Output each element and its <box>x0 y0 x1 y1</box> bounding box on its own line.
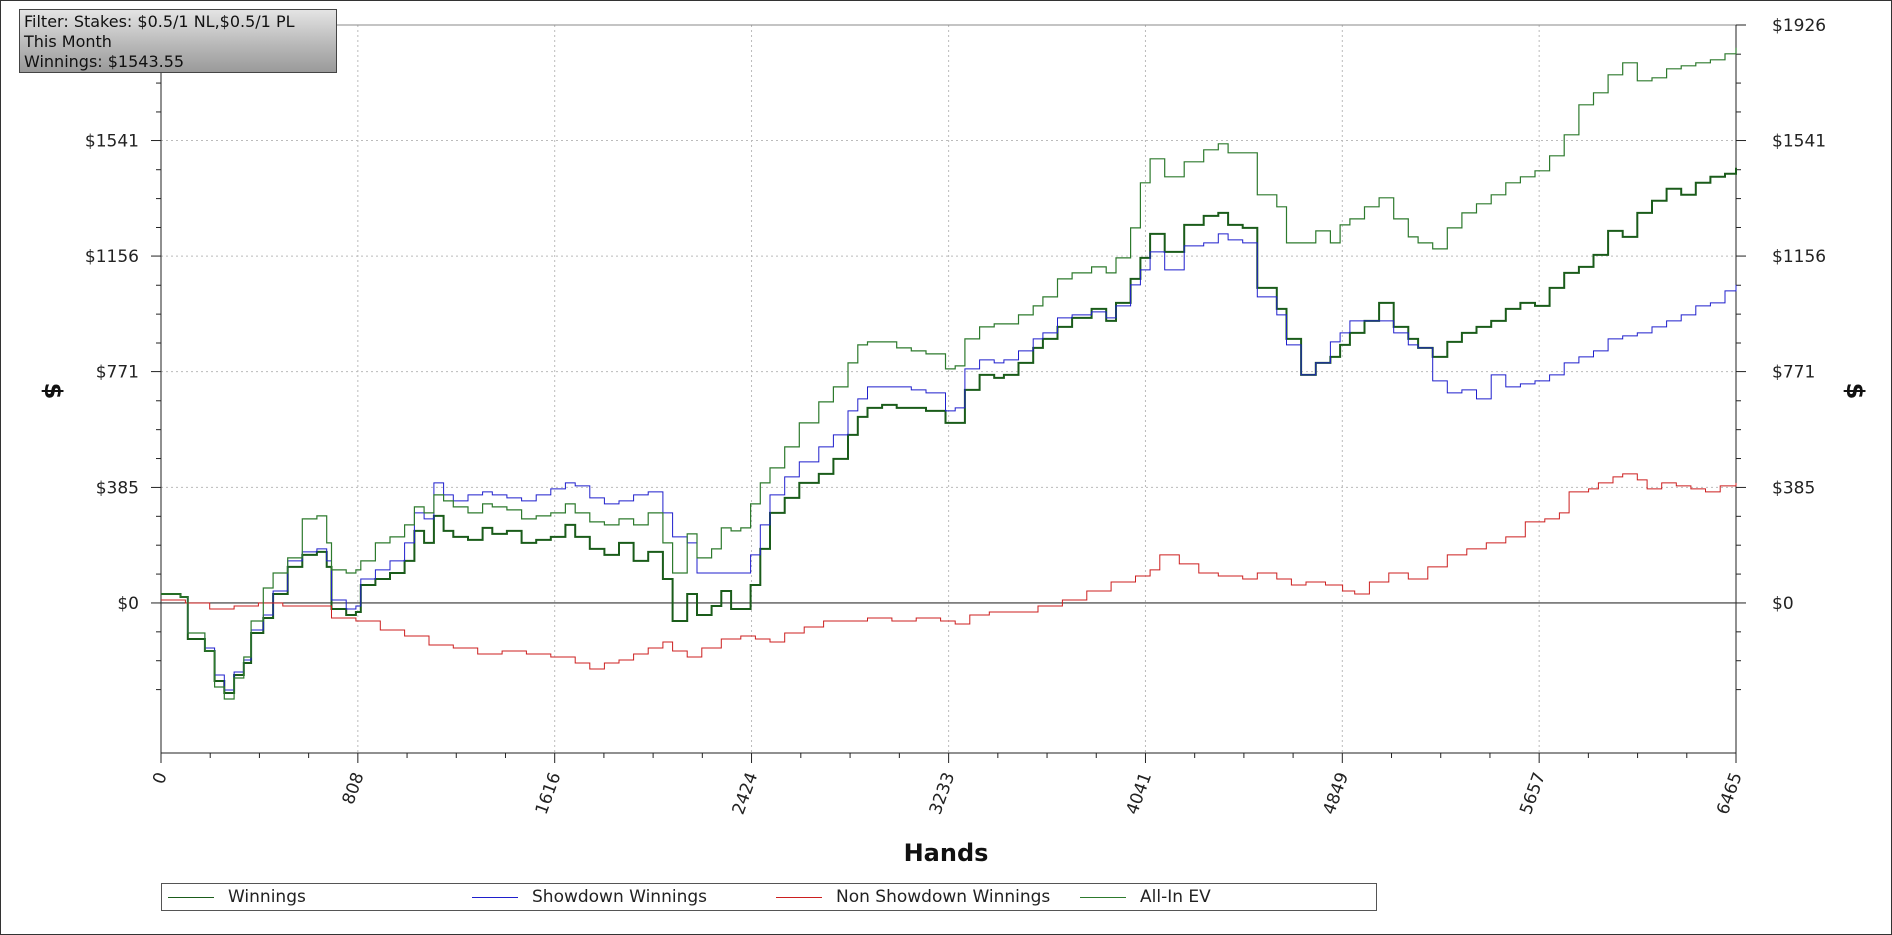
legend-swatch-winnings <box>168 896 214 898</box>
x-tick-label: 4849 <box>1319 770 1353 817</box>
x-tick-label: 3233 <box>926 770 960 817</box>
legend-swatch-showdown-winnings <box>472 896 518 898</box>
legend-label-winnings: Winnings <box>228 887 306 907</box>
x-axis-title: Hands <box>904 839 989 867</box>
series-lines <box>161 47 1737 700</box>
x-tick-label: 2424 <box>729 770 763 817</box>
x-tick-label: 5657 <box>1516 770 1550 817</box>
series-showdown-winnings-line <box>161 233 1737 691</box>
y-left-tick-label: $385 <box>96 478 139 498</box>
filter-period: This Month <box>24 32 112 51</box>
legend-swatch-all-in-ev <box>1080 896 1126 898</box>
grid <box>161 24 1736 753</box>
x-tick-label: 6465 <box>1713 770 1747 817</box>
tick-labels: 0 808 1616 2424 3233 4041 4849 5657 6465 $0 $0 $385… <box>85 16 1826 817</box>
legend-label-non-showdown-winnings: Non Showdown Winnings <box>836 887 1051 907</box>
x-tick-label: 0 <box>149 770 171 787</box>
filter-stakes: Filter: Stakes: $0.5/1 NL,$0.5/1 PL <box>24 12 295 31</box>
y-right-tick-label: $1541 <box>1772 132 1826 152</box>
y-left-tick-label: $1541 <box>85 132 139 152</box>
legend-item-all-in-ev: All-In EV <box>1080 884 1211 910</box>
legend-item-winnings: Winnings <box>168 884 306 910</box>
y-left-tick-label: $771 <box>96 363 139 383</box>
y-axis-title-right: $ <box>1841 383 1869 400</box>
filter-info-box: Filter: Stakes: $0.5/1 NL,$0.5/1 PL This… <box>19 9 337 73</box>
series-all-in-ev-line <box>161 47 1737 700</box>
filter-winnings: Winnings: $1543.55 <box>24 52 185 71</box>
legend-item-non-showdown-winnings: Non Showdown Winnings <box>776 884 1050 910</box>
y-left-tick-label: $0 <box>117 594 139 614</box>
y-right-tick-label: $0 <box>1772 594 1794 614</box>
x-tick-label: 4041 <box>1123 770 1157 817</box>
y-right-tick-label: $1156 <box>1772 247 1826 267</box>
series-winnings-line <box>161 167 1737 694</box>
legend-label-showdown-winnings: Showdown Winnings <box>532 887 707 907</box>
series-non-showdown-winnings-line <box>161 473 1737 670</box>
legend-label-all-in-ev: All-In EV <box>1140 887 1211 907</box>
x-tick-label: 808 <box>339 770 369 807</box>
y-right-tick-label: $771 <box>1772 363 1815 383</box>
legend-swatch-non-showdown-winnings <box>776 896 822 898</box>
y-right-tick-label: $385 <box>1772 478 1815 498</box>
y-left-tick-label: $1156 <box>85 247 139 267</box>
y-right-tick-label: $1926 <box>1772 16 1826 36</box>
legend-item-showdown-winnings: Showdown Winnings <box>472 884 707 910</box>
legend: Winnings Showdown Winnings Non Showdown … <box>161 883 1377 911</box>
axes <box>151 24 1746 763</box>
x-tick-label: 1616 <box>532 770 566 817</box>
y-axis-title-left: $ <box>39 383 67 400</box>
